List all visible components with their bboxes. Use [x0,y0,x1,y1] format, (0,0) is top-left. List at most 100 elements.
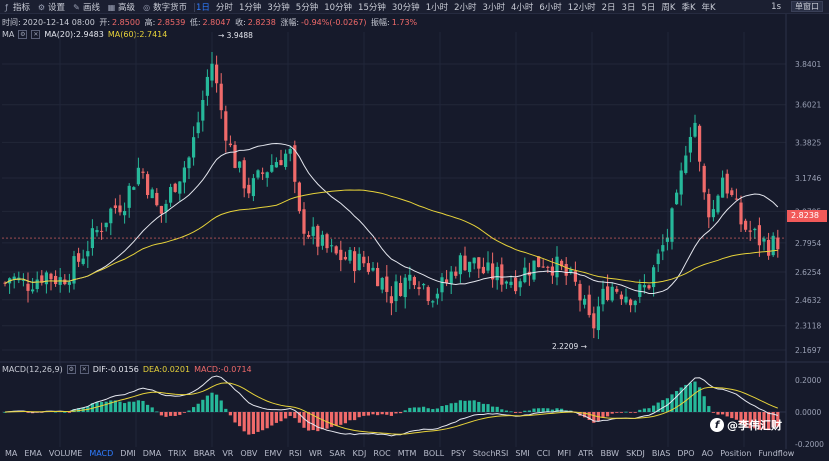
indicator-tab[interactable]: CCI [536,449,551,458]
macd-bar [270,412,274,426]
macd-dea-line [4,382,778,435]
candle-body [251,178,255,197]
macd-bar [615,412,619,413]
indicator-tab[interactable]: DMA [142,449,162,458]
interval-tab[interactable]: 4小时 [510,3,534,13]
indicator-tab[interactable]: DMI [120,449,136,458]
interval-tab[interactable]: 2小时 [454,3,477,13]
candle-body [486,262,490,271]
indicator-tab[interactable]: ROC [373,449,391,458]
indicator-tab[interactable]: BBW [600,449,620,458]
indicator-tab[interactable]: MTM [397,449,417,458]
indicator-tab[interactable]: MACD [89,449,114,458]
ma-close-icon[interactable]: ✕ [31,30,41,39]
ma60-value: MA(60):2.7414 [107,30,168,39]
interval-tab[interactable]: 5分钟 [295,3,319,13]
interval-tab[interactable]: 1日 [196,3,210,13]
interval-tab[interactable]: 周K [661,3,676,13]
candle-body [201,100,205,121]
candle-body [348,249,352,261]
interval-tab[interactable]: 15分钟 [358,3,386,13]
macd-bar [675,391,679,412]
interval-tab[interactable]: 3小时 [482,3,505,13]
macd-bar [463,400,467,412]
indicator-tab[interactable]: MA [5,449,18,458]
candle-body [109,208,113,224]
exchange-button[interactable]: ◎ 数字货币 [143,2,188,14]
indicator-tab[interactable]: SAR [329,449,346,458]
candle-body [63,279,67,285]
indicator-tab[interactable]: OBV [240,449,258,458]
indicator-tab[interactable]: PSY [451,449,466,458]
candle-body [35,279,39,290]
indicator-tab[interactable]: ATR [578,449,594,458]
macd-close-icon[interactable]: ✕ [79,365,89,374]
candle-body [693,122,697,137]
candle-body [293,145,297,182]
macd-bar [523,410,527,412]
macd-tick-label: -0.2000 [795,440,824,449]
indicator-tab[interactable]: VR [222,449,234,458]
indicator-tab[interactable]: EMA [24,449,42,458]
candle-body [652,267,656,288]
interval-tab[interactable]: 30分钟 [391,3,420,13]
interval-tab[interactable]: 3日 [621,3,636,13]
advanced-button[interactable]: ▦ 高级 [107,2,136,14]
draw-button[interactable]: ✎ 画线 [73,2,101,14]
interval-tab[interactable]: 年K [701,3,716,13]
macd-bar [113,400,117,412]
indicator-tab[interactable]: VOLUME [48,449,83,458]
interval-tab[interactable]: 1小时 [425,3,449,13]
indicator-tab[interactable]: RSI [288,449,302,458]
refresh-rate[interactable]: 1s [771,1,781,12]
candle-body [757,225,761,246]
settings-button[interactable]: ⚙ 设置 [37,2,66,14]
y-tick-label: 2.4632 [795,296,821,305]
indicator-tab[interactable]: SMI [515,449,530,458]
interval-tab[interactable]: 5日 [641,3,656,13]
candle-body [247,184,251,194]
ohlc-info: 时间: 2020-12-14 08:00 开: 2.8500 高: 2.8539 低:… [2,18,418,27]
indicator-tab[interactable]: StochRSI [472,449,509,458]
interval-tab[interactable]: 3分钟 [267,3,290,13]
interval-tab[interactable]: 10分钟 [324,3,353,13]
watermark: f @李伟汇财 [710,417,782,433]
interval-tab[interactable]: 12小时 [567,3,596,13]
interval-tab[interactable]: 分时 [215,3,233,13]
indicator-tab[interactable]: Position [720,449,752,458]
candle-body [560,260,564,267]
macd-bar [334,412,338,426]
candle-body [173,183,177,192]
macd-bar [748,412,752,429]
indicator-tab[interactable]: MFI [557,449,572,458]
indicator-tab[interactable]: EMV [264,449,282,458]
indicator-tab[interactable]: Fundflow [758,449,795,458]
indicator-tab[interactable]: BRAR [193,449,216,458]
candle-body [320,234,324,246]
candle-body [366,263,370,272]
indicator-tab[interactable]: SKDJ [626,449,645,458]
indicator-tab[interactable]: KDJ [352,449,367,458]
interval-tab[interactable]: 1分钟 [238,3,262,13]
candle-body [408,274,412,281]
indicator-tab[interactable]: WR [308,449,323,458]
indicator-tab[interactable]: BIAS [651,449,671,458]
macd-bar [169,412,173,416]
interval-tab[interactable]: 6小时 [539,3,562,13]
indicator-tab[interactable]: DPO [677,449,695,458]
macd-settings-icon[interactable]: ⚙ [66,365,76,374]
macd-bar [293,412,297,419]
macd-bar [192,407,196,412]
interval-tab[interactable]: 2日 [601,3,616,13]
indicator-tab[interactable]: BOLL [423,449,445,458]
macd-value: MACD:-0.0714 [194,365,252,374]
indicator-tab[interactable]: TRIX [168,449,187,458]
macd-dea: DEA:0.0201 [142,365,191,374]
interval-tab[interactable]: 季K [681,3,696,13]
macd-bar [366,412,370,416]
indicator-tab[interactable]: AO [701,449,714,458]
ma-settings-icon[interactable]: ⚙ [18,30,28,39]
indicators-button[interactable]: ƒ 指标 [2,1,30,14]
window-mode-button[interactable]: 单窗口 [791,1,823,12]
